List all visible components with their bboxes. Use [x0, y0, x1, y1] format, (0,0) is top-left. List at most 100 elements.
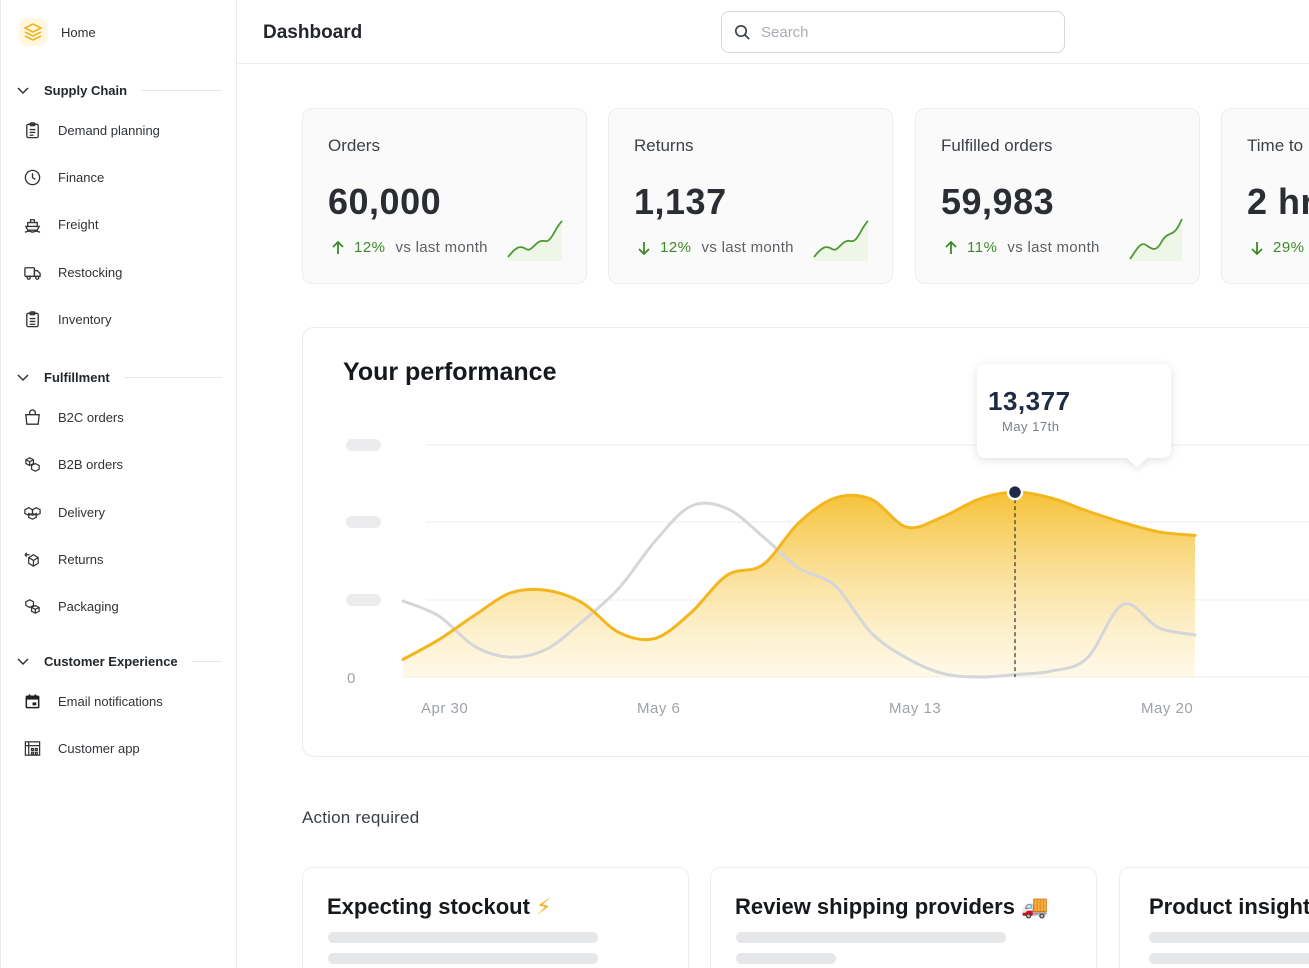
action-card-shipping[interactable]: Review shipping providers 🚚: [710, 867, 1097, 968]
sidebar-item-label: Customer app: [58, 741, 140, 756]
sidebar-item-label: Freight: [58, 217, 99, 232]
placeholder-bar: [1149, 953, 1309, 964]
performance-chart[interactable]: 0 Apr 30 May 6 May 13 May 20: [303, 328, 1309, 757]
section-fulfillment[interactable]: Fulfillment: [15, 369, 222, 385]
sidebar-item-b2c-orders[interactable]: B2C orders: [23, 408, 124, 427]
tooltip-value: 13,377: [988, 386, 1071, 416]
data-point-marker: [1006, 483, 1024, 501]
stat-label: Returns: [634, 136, 694, 155]
action-card-title-text: Review shipping providers: [735, 894, 1015, 919]
calendar-icon: [25, 694, 40, 709]
x-tick-label: Apr 30: [421, 700, 468, 717]
lightning-icon: ⚡: [536, 894, 552, 919]
section-label: Fulfillment: [44, 369, 110, 385]
y-tick-placeholder: [346, 439, 381, 451]
divider: [123, 376, 222, 378]
action-card-product-insights[interactable]: Product insights: [1119, 867, 1309, 968]
placeholder-bar: [1149, 932, 1309, 943]
performance-card: Your performance 0 Apr 30 May 6 May 13 May 2…: [302, 327, 1309, 757]
sidebar-item-email-notifications[interactable]: Email notifications: [23, 692, 163, 711]
action-card-title: Review shipping providers 🚚: [735, 894, 1048, 920]
arrow-down-icon: [638, 241, 650, 255]
truck-emoji-icon: 🚚: [1021, 894, 1049, 919]
shopping-bag-icon: [25, 409, 40, 425]
stat-delta: 12% vs last month: [636, 239, 794, 256]
action-card-title: Expecting stockout ⚡: [327, 894, 552, 920]
placeholder-bar: [736, 953, 836, 964]
sparkline-icon: [813, 220, 869, 261]
series-line: [401, 501, 1197, 679]
search-box[interactable]: [721, 11, 1065, 53]
sidebar-item-label: Demand planning: [58, 123, 160, 138]
sparkline-icon: [507, 220, 563, 261]
sidebar-item-home[interactable]: Home: [19, 18, 96, 46]
sparkline-icon: [1129, 218, 1183, 261]
clock-icon: [24, 169, 41, 186]
stat-value: 1,137: [634, 181, 727, 222]
stat-card-time-to[interactable]: Time to 2 hr 29%: [1221, 108, 1309, 284]
sidebar-item-returns[interactable]: Returns: [23, 550, 104, 569]
sidebar-item-packaging[interactable]: Packaging: [23, 597, 119, 616]
sidebar-item-label: Packaging: [58, 599, 119, 614]
sidebar-item-label: Returns: [58, 552, 104, 567]
stat-delta: 29%: [1249, 239, 1309, 256]
stat-card-orders[interactable]: Orders 60,000 12% vs last month: [302, 108, 587, 284]
stat-label: Orders: [328, 136, 380, 155]
search-icon: [734, 24, 750, 40]
placeholder-bar: [328, 932, 598, 943]
return-box-icon: [24, 552, 39, 567]
y-tick-placeholder: [346, 516, 381, 528]
layers-logo-icon: [19, 18, 47, 46]
sidebar-item-finance[interactable]: Finance: [23, 168, 104, 187]
app-icon: [24, 741, 41, 756]
placeholder-bar: [736, 932, 1006, 943]
packages-icon: [24, 507, 41, 520]
sidebar-item-label: Home: [61, 24, 96, 40]
arrow-up-icon: [332, 240, 344, 254]
page-title: Dashboard: [263, 22, 363, 43]
sidebar-item-customer-app[interactable]: Customer app: [23, 739, 140, 758]
action-card-title-text: Expecting stockout: [327, 894, 530, 919]
stat-label: Fulfilled orders: [941, 136, 1053, 155]
sidebar-item-demand-planning[interactable]: Demand planning: [23, 121, 160, 140]
section-customer-experience[interactable]: Customer Experience: [15, 653, 222, 669]
stat-delta-compare: vs last month: [701, 239, 794, 256]
stat-delta: 11% vs last month: [943, 239, 1100, 256]
chart-tooltip: 13,377 May 17th: [977, 364, 1171, 458]
sidebar-item-freight[interactable]: Freight: [23, 215, 98, 234]
clipboard-list-icon: [26, 311, 39, 328]
x-tick-label: May 13: [889, 700, 941, 717]
sidebar-item-inventory[interactable]: Inventory: [23, 310, 111, 329]
divider: [191, 660, 222, 662]
sidebar-item-label: Inventory: [58, 312, 112, 327]
sidebar-item-label: B2C orders: [58, 410, 124, 425]
sidebar-item-delivery[interactable]: Delivery: [23, 503, 105, 522]
action-required-title: Action required: [302, 808, 420, 827]
sidebar-item-restocking[interactable]: Restocking: [23, 263, 122, 282]
action-card-stockout[interactable]: Expecting stockout ⚡: [302, 867, 689, 968]
boxes-icon: [25, 457, 40, 472]
stat-value: 2 hr: [1247, 181, 1309, 222]
stat-delta-percent: 29%: [1273, 239, 1305, 256]
x-tick-label: May 6: [637, 700, 680, 717]
action-card-title: Product insights: [1149, 894, 1309, 919]
section-supply-chain[interactable]: Supply Chain: [15, 82, 222, 98]
sidebar-item-label: Email notifications: [58, 694, 163, 709]
stat-value: 59,983: [941, 181, 1055, 222]
top-bar: Dashboard: [237, 0, 1309, 64]
sidebar-item-label: Finance: [58, 170, 105, 185]
truck-icon: [24, 267, 41, 280]
search-input[interactable]: [761, 23, 1041, 41]
sidebar-item-label: Delivery: [58, 505, 105, 520]
stat-card-fulfilled-orders[interactable]: Fulfilled orders 59,983 11% vs last mont…: [915, 108, 1200, 284]
stat-value: 60,000: [328, 181, 442, 222]
sidebar-item-b2b-orders[interactable]: B2B orders: [23, 455, 123, 474]
stat-delta-percent: 12%: [354, 239, 386, 256]
y-tick-placeholder: [346, 594, 381, 606]
chevron-down-icon: [17, 658, 29, 666]
tooltip-date: May 17th: [1002, 419, 1060, 434]
sidebar-item-label: B2B orders: [58, 457, 124, 472]
sidebar: Home Supply Chain Demand planning Financ…: [0, 0, 237, 968]
stat-card-returns[interactable]: Returns 1,137 12% vs last month: [608, 108, 893, 284]
ship-icon: [24, 219, 41, 233]
